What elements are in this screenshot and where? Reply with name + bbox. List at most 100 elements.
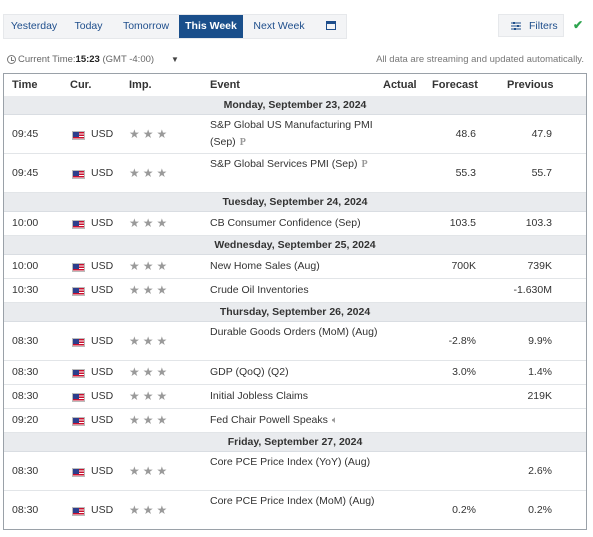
us-flag-icon [72, 338, 85, 347]
event-currency: USD [91, 217, 114, 229]
check-icon: ✔ [573, 18, 584, 32]
clock-icon [7, 55, 16, 64]
table-row[interactable]: 10:00 USD ★★★ New Home Sales (Aug) 700K 739K [4, 255, 586, 279]
event-name[interactable]: S&P Global Services PMI (Sep) P [210, 156, 380, 173]
day-header: Thursday, September 26, 2024 [4, 303, 586, 322]
event-name[interactable]: Core PCE Price Index (YoY) (Aug) [210, 456, 371, 468]
stream-note: All data are streaming and updated autom… [376, 54, 584, 65]
event-name[interactable]: Crude Oil Inventories [210, 284, 309, 296]
event-name[interactable]: Initial Jobless Claims [210, 390, 309, 402]
us-flag-icon [72, 287, 85, 296]
event-name[interactable]: Durable Goods Orders (MoM) (Aug) [210, 326, 378, 338]
event-forecast: 3.0% [452, 366, 476, 378]
tab-tomorrow[interactable]: Tomorrow [122, 20, 170, 32]
preliminary-icon: P [361, 159, 368, 170]
event-previous: 47.9 [531, 128, 552, 140]
header-actual: Actual [383, 79, 417, 91]
economic-calendar-table: Time Cur. Imp. Event Actual Forecast Pre… [3, 73, 587, 530]
table-row[interactable]: 09:45 USD ★★★ S&P Global Services PMI (Sep)… [4, 154, 586, 193]
event-previous: 1.4% [528, 366, 552, 378]
importance-stars: ★★★ [129, 166, 171, 180]
us-flag-icon [72, 170, 85, 179]
current-time-label: Current Time: [18, 54, 76, 65]
importance-stars: ★★★ [129, 464, 171, 478]
day-header: Tuesday, September 24, 2024 [4, 193, 586, 212]
us-flag-icon [72, 131, 85, 140]
table-row[interactable]: 08:30 USD ★★★ Durable Goods Orders (MoM) (A… [4, 322, 586, 361]
table-row[interactable]: 08:30 USD ★★★ Core PCE Price Index (MoM) (A… [4, 491, 586, 529]
tab-this-week[interactable]: This Week [179, 15, 243, 38]
current-time: Current Time:15:23 (GMT -4:00) [18, 54, 154, 65]
event-time: 09:20 [12, 414, 39, 426]
event-name[interactable]: CB Consumer Confidence (Sep) [210, 217, 361, 229]
event-name[interactable]: New Home Sales (Aug) [210, 260, 320, 272]
calendar-button[interactable] [315, 15, 346, 38]
header-forecast: Forecast [432, 79, 478, 91]
header-currency: Cur. [70, 79, 92, 91]
event-time: 08:30 [12, 465, 39, 477]
event-forecast: 103.5 [449, 217, 476, 229]
event-currency: USD [91, 414, 114, 426]
day-header: Monday, September 23, 2024 [4, 96, 586, 115]
event-forecast: 0.2% [452, 504, 476, 516]
event-name[interactable]: GDP (QoQ) (Q2) [210, 366, 289, 378]
table-row[interactable]: 10:00 USD ★★★ CB Consumer Confidence (Sep) 1… [4, 212, 586, 236]
event-currency: USD [91, 465, 114, 477]
importance-stars: ★★★ [129, 413, 171, 427]
speaker-icon: 🔈︎ [331, 415, 338, 426]
event-previous: 9.9% [528, 335, 552, 347]
event-previous: 739K [527, 260, 552, 272]
event-name[interactable]: S&P Global US Manufacturing PMI (Sep) P [210, 117, 380, 151]
us-flag-icon [72, 263, 85, 272]
importance-stars: ★★★ [129, 365, 171, 379]
event-forecast: 48.6 [455, 128, 476, 140]
table-row[interactable]: 10:30 USD ★★★ Crude Oil Inventories -1.630M [4, 279, 586, 303]
us-flag-icon [72, 393, 85, 402]
timezone-selector[interactable]: (GMT -4:00) [102, 54, 155, 65]
us-flag-icon [72, 468, 85, 477]
importance-stars: ★★★ [129, 389, 171, 403]
day-header: Wednesday, September 25, 2024 [4, 236, 586, 255]
header-previous: Previous [507, 79, 554, 91]
event-forecast: -2.8% [448, 335, 476, 347]
table-row[interactable]: 08:30 USD ★★★ Initial Jobless Claims 219K [4, 385, 586, 409]
table-row[interactable]: 08:30 USD ★★★ Core PCE Price Index (YoY) (A… [4, 452, 586, 491]
event-currency: USD [91, 504, 114, 516]
tab-next-week[interactable]: Next Week [253, 20, 305, 32]
importance-stars: ★★★ [129, 334, 171, 348]
filters-button[interactable]: Filters [498, 14, 564, 37]
event-time: 10:00 [12, 217, 39, 229]
event-time: 10:30 [12, 284, 39, 296]
filters-label: Filters [529, 20, 558, 32]
header-importance: Imp. [129, 79, 152, 91]
event-time: 09:45 [12, 128, 39, 140]
importance-stars: ★★★ [129, 283, 171, 297]
importance-stars: ★★★ [129, 216, 171, 230]
importance-stars: ★★★ [129, 503, 171, 517]
header-event: Event [210, 79, 240, 91]
event-currency: USD [91, 335, 114, 347]
event-name[interactable]: Fed Chair Powell Speaks 🔈︎ [210, 412, 380, 429]
event-previous: 2.6% [528, 465, 552, 477]
event-currency: USD [91, 167, 114, 179]
event-previous: 103.3 [525, 217, 552, 229]
table-header: Time Cur. Imp. Event Actual Forecast Pre… [4, 74, 586, 97]
event-forecast: 55.3 [455, 167, 476, 179]
event-previous: 219K [527, 390, 552, 402]
date-tabs: Yesterday Today Tomorrow This Week Next … [3, 14, 347, 39]
tab-today[interactable]: Today [74, 20, 103, 32]
calendar-icon [325, 21, 336, 30]
event-previous: -1.630M [513, 284, 552, 296]
chevron-down-icon[interactable]: ▼ [171, 55, 179, 64]
header-time: Time [12, 79, 38, 91]
event-time: 08:30 [12, 504, 39, 516]
event-name[interactable]: Core PCE Price Index (MoM) (Aug) [210, 495, 375, 507]
table-row[interactable]: 08:30 USD ★★★ GDP (QoQ) (Q2) 3.0% 1.4% [4, 361, 586, 385]
event-time: 08:30 [12, 335, 39, 347]
us-flag-icon [72, 417, 85, 426]
event-currency: USD [91, 128, 114, 140]
table-row[interactable]: 09:20 USD ★★★ Fed Chair Powell Speaks 🔈︎ [4, 409, 586, 433]
tab-yesterday[interactable]: Yesterday [10, 20, 58, 32]
table-row[interactable]: 09:45 USD ★★★ S&P Global US Manufacturing P… [4, 115, 586, 154]
importance-stars: ★★★ [129, 127, 171, 141]
